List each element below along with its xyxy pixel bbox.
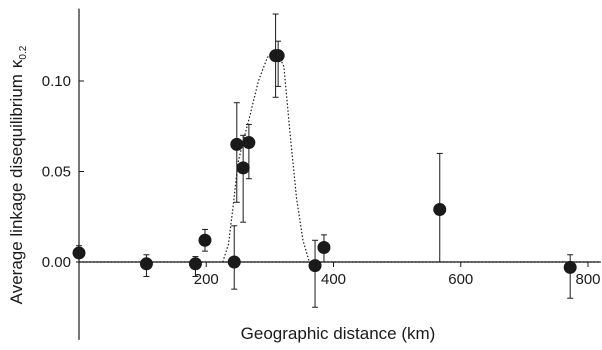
data-point — [308, 259, 322, 273]
data-point — [317, 241, 331, 255]
data-point — [139, 257, 153, 271]
point-layer — [72, 49, 577, 274]
data-point — [242, 136, 256, 150]
data-point — [433, 203, 447, 217]
curve-layer — [222, 49, 310, 263]
y-axis-title: Average linkage disequilibrium κ0.2 — [7, 45, 29, 304]
y-tick-label: 0.00 — [42, 254, 71, 271]
x-tick-label: 200 — [194, 271, 219, 288]
y-axis-title-text: Average linkage disequilibrium — [7, 74, 26, 304]
data-point — [198, 233, 212, 247]
data-point — [563, 260, 577, 274]
data-point — [230, 137, 244, 151]
peak-curve — [222, 49, 310, 263]
data-point — [236, 161, 250, 175]
data-point — [271, 49, 285, 63]
x-tick-label: 600 — [448, 271, 473, 288]
x-axis-title: Geographic distance (km) — [241, 324, 436, 343]
data-point — [188, 257, 202, 271]
y-axis-title-subscript: 0.2 — [18, 45, 29, 59]
y-tick-label: 0.10 — [42, 73, 71, 90]
x-tick-label: 400 — [321, 271, 346, 288]
y-axis: 0.00 0.05 0.10 — [42, 8, 84, 340]
plot-area — [72, 13, 601, 308]
y-tick-label: 0.05 — [42, 164, 71, 181]
y-axis-title-symbol: κ — [7, 59, 26, 68]
x-axis: 200 400 600 800 — [79, 261, 601, 288]
x-tick-label: 800 — [575, 271, 600, 288]
